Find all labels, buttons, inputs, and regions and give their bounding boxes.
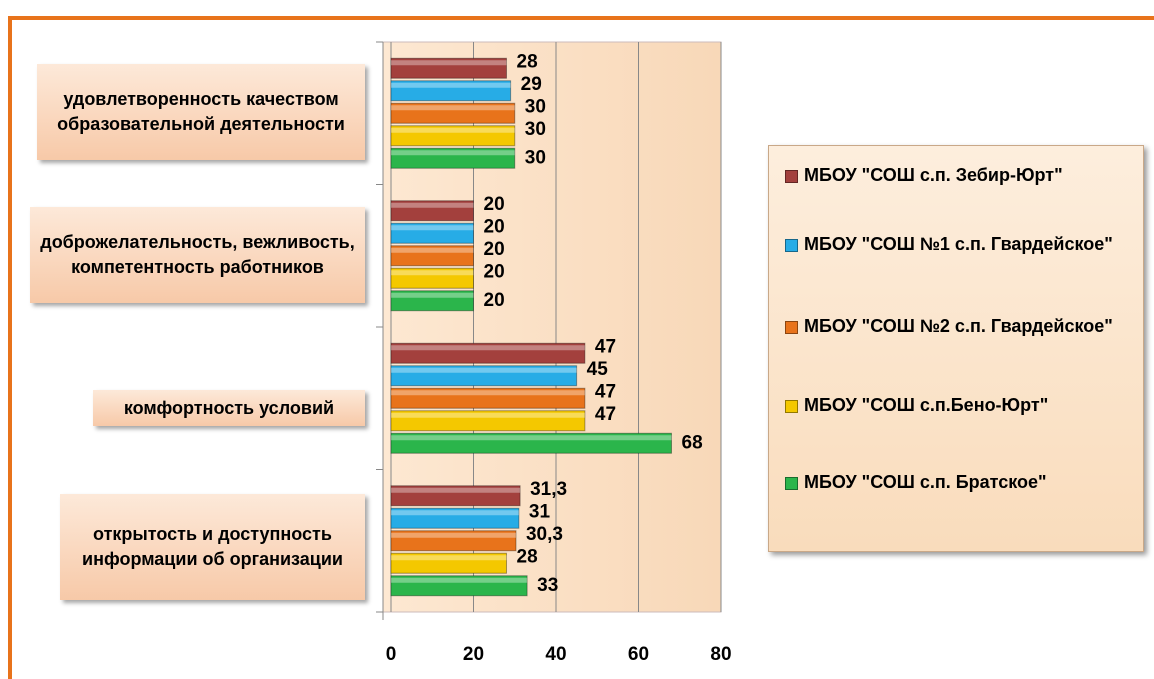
bar-shine	[391, 555, 507, 561]
bar	[390, 80, 512, 102]
legend-label: МБОУ "СОШ с.п. Братское"	[804, 472, 1047, 492]
bar-shine	[391, 345, 585, 351]
value-label: 33	[537, 575, 558, 596]
legend-label: МБОУ "СОШ с.п. Зебир-Юрт"	[804, 165, 1063, 185]
bar-shine	[391, 510, 519, 516]
bar-shine	[391, 435, 672, 441]
legend-swatch	[785, 170, 798, 183]
bar-shine	[391, 390, 585, 396]
bar	[390, 365, 578, 387]
bar	[390, 200, 474, 222]
value-label: 28	[517, 51, 538, 72]
legend-label: МБОУ "СОШ с.п.Бено-Юрт"	[804, 395, 1049, 415]
bar-shine	[391, 60, 507, 66]
value-label: 68	[682, 432, 703, 453]
bar	[390, 290, 474, 312]
legend-swatch	[785, 239, 798, 252]
bar-shine	[391, 412, 585, 418]
bar-shine	[391, 82, 511, 88]
legend-item: МБОУ "СОШ с.п. Братское"	[785, 467, 1135, 497]
bar	[390, 552, 507, 574]
bar	[390, 57, 507, 79]
bar	[390, 342, 586, 364]
bar	[390, 507, 520, 529]
bar-shine	[391, 532, 516, 538]
bar	[390, 222, 474, 244]
category-label: удовлетворенность качеством образователь…	[37, 64, 365, 160]
bar-shine	[391, 225, 474, 231]
bar-shine	[391, 270, 474, 276]
value-label: 20	[484, 239, 505, 260]
bar	[390, 485, 521, 507]
value-label: 29	[521, 74, 542, 95]
category-label: комфортность условий	[93, 390, 365, 426]
bar-shine	[391, 105, 515, 111]
bar-shine	[391, 577, 528, 583]
x-tick-label: 80	[710, 644, 731, 665]
bar	[390, 530, 517, 552]
bar	[390, 102, 516, 124]
legend-item: МБОУ "СОШ №1 с.п. Гвардейское"	[785, 229, 1135, 259]
bar-shine	[391, 150, 515, 156]
bar	[390, 147, 516, 169]
bar	[390, 267, 474, 289]
value-label: 31,3	[530, 479, 567, 500]
bar	[390, 245, 474, 267]
value-label: 31	[529, 501, 551, 522]
value-label: 20	[484, 194, 505, 215]
bar-shine	[391, 487, 521, 493]
legend-swatch	[785, 477, 798, 490]
value-label: 20	[484, 290, 505, 311]
category-label: открытость и доступность информации об о…	[60, 494, 365, 600]
bar-shine	[391, 127, 515, 133]
x-tick-label: 60	[628, 644, 649, 665]
legend-swatch	[785, 321, 798, 334]
value-label: 28	[517, 546, 538, 567]
value-label: 30,3	[526, 524, 563, 545]
legend-label: МБОУ "СОШ №2 с.п. Гвардейское"	[804, 316, 1113, 336]
value-label: 47	[595, 381, 616, 402]
legend-label: МБОУ "СОШ №1 с.п. Гвардейское"	[804, 234, 1113, 254]
legend-swatch	[785, 400, 798, 413]
x-tick-label: 0	[386, 644, 397, 665]
x-tick-label: 20	[463, 644, 484, 665]
x-tick-label: 40	[545, 644, 566, 665]
value-label: 47	[595, 336, 616, 357]
value-label: 20	[484, 216, 505, 237]
bar	[390, 387, 586, 409]
category-label: доброжелательность, вежливость, компетен…	[30, 207, 365, 303]
legend: МБОУ "СОШ с.п. Зебир-Юрт" МБОУ "СОШ №1 с.…	[768, 145, 1144, 552]
value-label: 47	[595, 404, 616, 425]
bar-shine	[391, 292, 474, 298]
bar-shine	[391, 202, 474, 208]
bar	[390, 575, 528, 597]
legend-item: МБОУ "СОШ №2 с.п. Гвардейское"	[785, 311, 1135, 341]
bar-shine	[391, 247, 474, 253]
value-label: 45	[587, 359, 609, 380]
bar	[390, 432, 672, 454]
value-label: 30	[525, 119, 546, 140]
bar-shine	[391, 367, 577, 373]
value-label: 30	[525, 147, 546, 168]
bar	[390, 410, 586, 432]
value-label: 30	[525, 96, 546, 117]
legend-item: МБОУ "СОШ с.п.Бено-Юрт"	[785, 390, 1135, 420]
legend-item: МБОУ "СОШ с.п. Зебир-Юрт"	[785, 160, 1135, 190]
value-label: 20	[484, 261, 505, 282]
bar	[390, 125, 516, 147]
